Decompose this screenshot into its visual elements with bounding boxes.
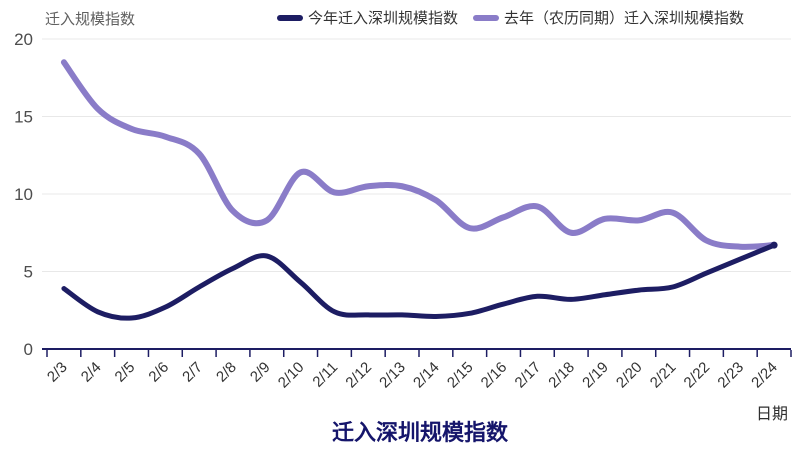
x-axis-tick-label: 2/6 [145,359,172,386]
x-axis-tick-label: 2/4 [78,359,105,386]
x-axis-tick-label: 2/14 [410,359,443,392]
legend-swatch-this-year [277,14,303,21]
legend-swatch-last-year [473,14,500,21]
x-axis-tick-label: 2/23 [714,359,747,392]
x-axis-tick-label: 2/18 [545,359,578,392]
x-axis-tick-label: 2/5 [112,359,139,386]
x-axis-tick-label: 2/7 [179,359,206,386]
y-axis-tick-label: 5 [24,263,33,282]
x-axis-tick-label: 2/20 [613,359,646,392]
x-axis-tick-label: 2/16 [478,359,511,392]
x-axis-tick-label: 2/21 [647,359,680,392]
x-axis-name: 日期 [755,406,788,423]
x-axis-tick-label: 2/11 [309,359,341,391]
y-axis-tick-label: 10 [14,185,33,204]
y-axis-tick-label: 0 [24,340,33,359]
chart-title: 迁入深圳规模指数 [331,420,509,445]
chart-legend: 今年迁入深圳规模指数 去年（农历同期）迁入深圳规模指数 [277,7,744,28]
x-axis-tick-label: 2/17 [512,359,545,392]
series-endpoint-dot [770,241,778,249]
y-axis-tick-label: 15 [14,108,33,127]
x-axis-tick-label: 2/3 [44,359,71,386]
x-axis-tick-label: 2/13 [376,359,409,392]
legend-item-last-year[interactable]: 去年（农历同期）迁入深圳规模指数 [473,7,744,28]
x-axis-tick-label: 2/12 [342,359,375,392]
series-line-last-year [60,59,778,250]
y-axis-name: 迁入规模指数 [45,11,136,28]
legend-label-last-year: 去年（农历同期）迁入深圳规模指数 [504,10,745,27]
series-line-this-year [61,242,777,321]
y-axis-tick-label: 20 [14,30,33,49]
x-axis-tick-label: 2/8 [213,359,240,386]
x-axis-tick-label: 2/19 [579,359,612,392]
x-axis-tick-label: 2/15 [444,359,477,392]
x-axis-tick-label: 2/9 [247,359,274,386]
x-axis-tick-label: 2/10 [275,359,308,392]
x-axis-tick-label: 2/24 [748,359,781,392]
legend-item-this-year[interactable]: 今年迁入深圳规模指数 [277,7,458,28]
x-axis-tick-label: 2/22 [681,359,714,392]
legend-label-this-year: 今年迁入深圳规模指数 [308,10,459,27]
